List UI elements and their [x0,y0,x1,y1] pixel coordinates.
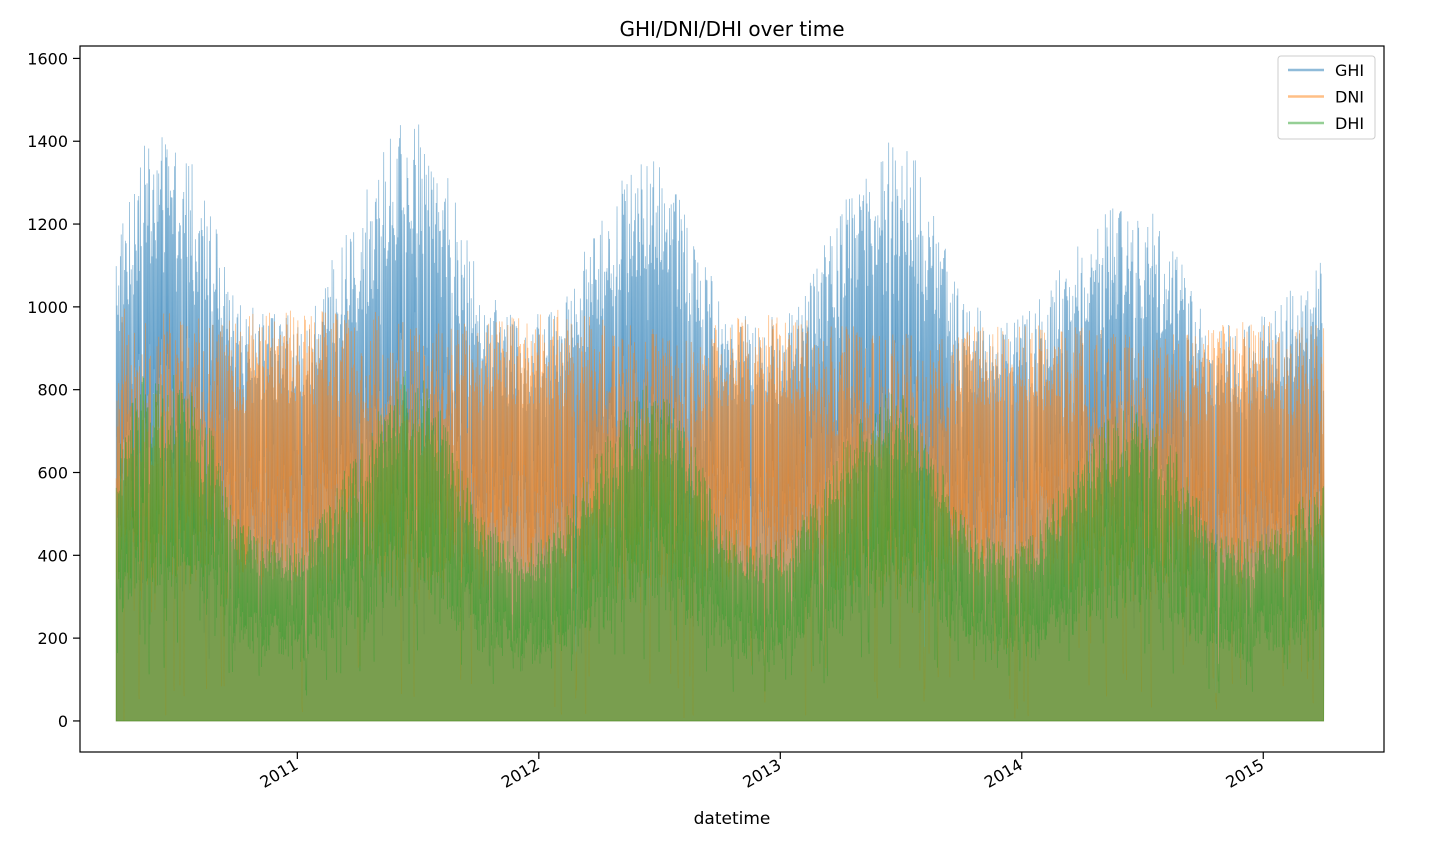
legend-label-ghi: GHI [1335,61,1364,80]
legend-label-dhi: DHI [1335,114,1364,133]
x-tick-label: 2011 [257,755,302,792]
x-tick-label: 2013 [740,755,785,792]
chart-title: GHI/DNI/DHI over time [619,17,844,41]
x-axis: 2011 2012 2013 2014 2015 [257,752,1267,792]
x-axis-label: datetime [694,809,771,829]
y-tick-label: 1000 [27,298,68,317]
y-tick-label: 800 [37,381,68,400]
legend-box [1277,55,1376,140]
x-tick-label: 2014 [981,755,1026,792]
y-tick-label: 0 [58,712,68,731]
legend-label-dni: DNI [1335,88,1364,107]
legend: GHI DNI DHI [1277,55,1376,140]
y-tick-label: 200 [37,629,68,648]
y-tick-label: 1200 [27,215,68,234]
y-tick-label: 600 [37,463,68,482]
y-tick-label: 1400 [27,132,68,151]
series-dhi-line [115,370,1325,722]
x-tick-label: 2012 [498,755,543,792]
x-tick-label: 2015 [1222,755,1267,792]
plot-area [115,124,1325,722]
axes-frame [79,45,1385,753]
y-tick-label: 1600 [27,49,68,68]
y-axis: 0 200 400 600 800 1000 1200 1400 1600 [27,49,80,731]
y-tick-label: 400 [37,546,68,565]
